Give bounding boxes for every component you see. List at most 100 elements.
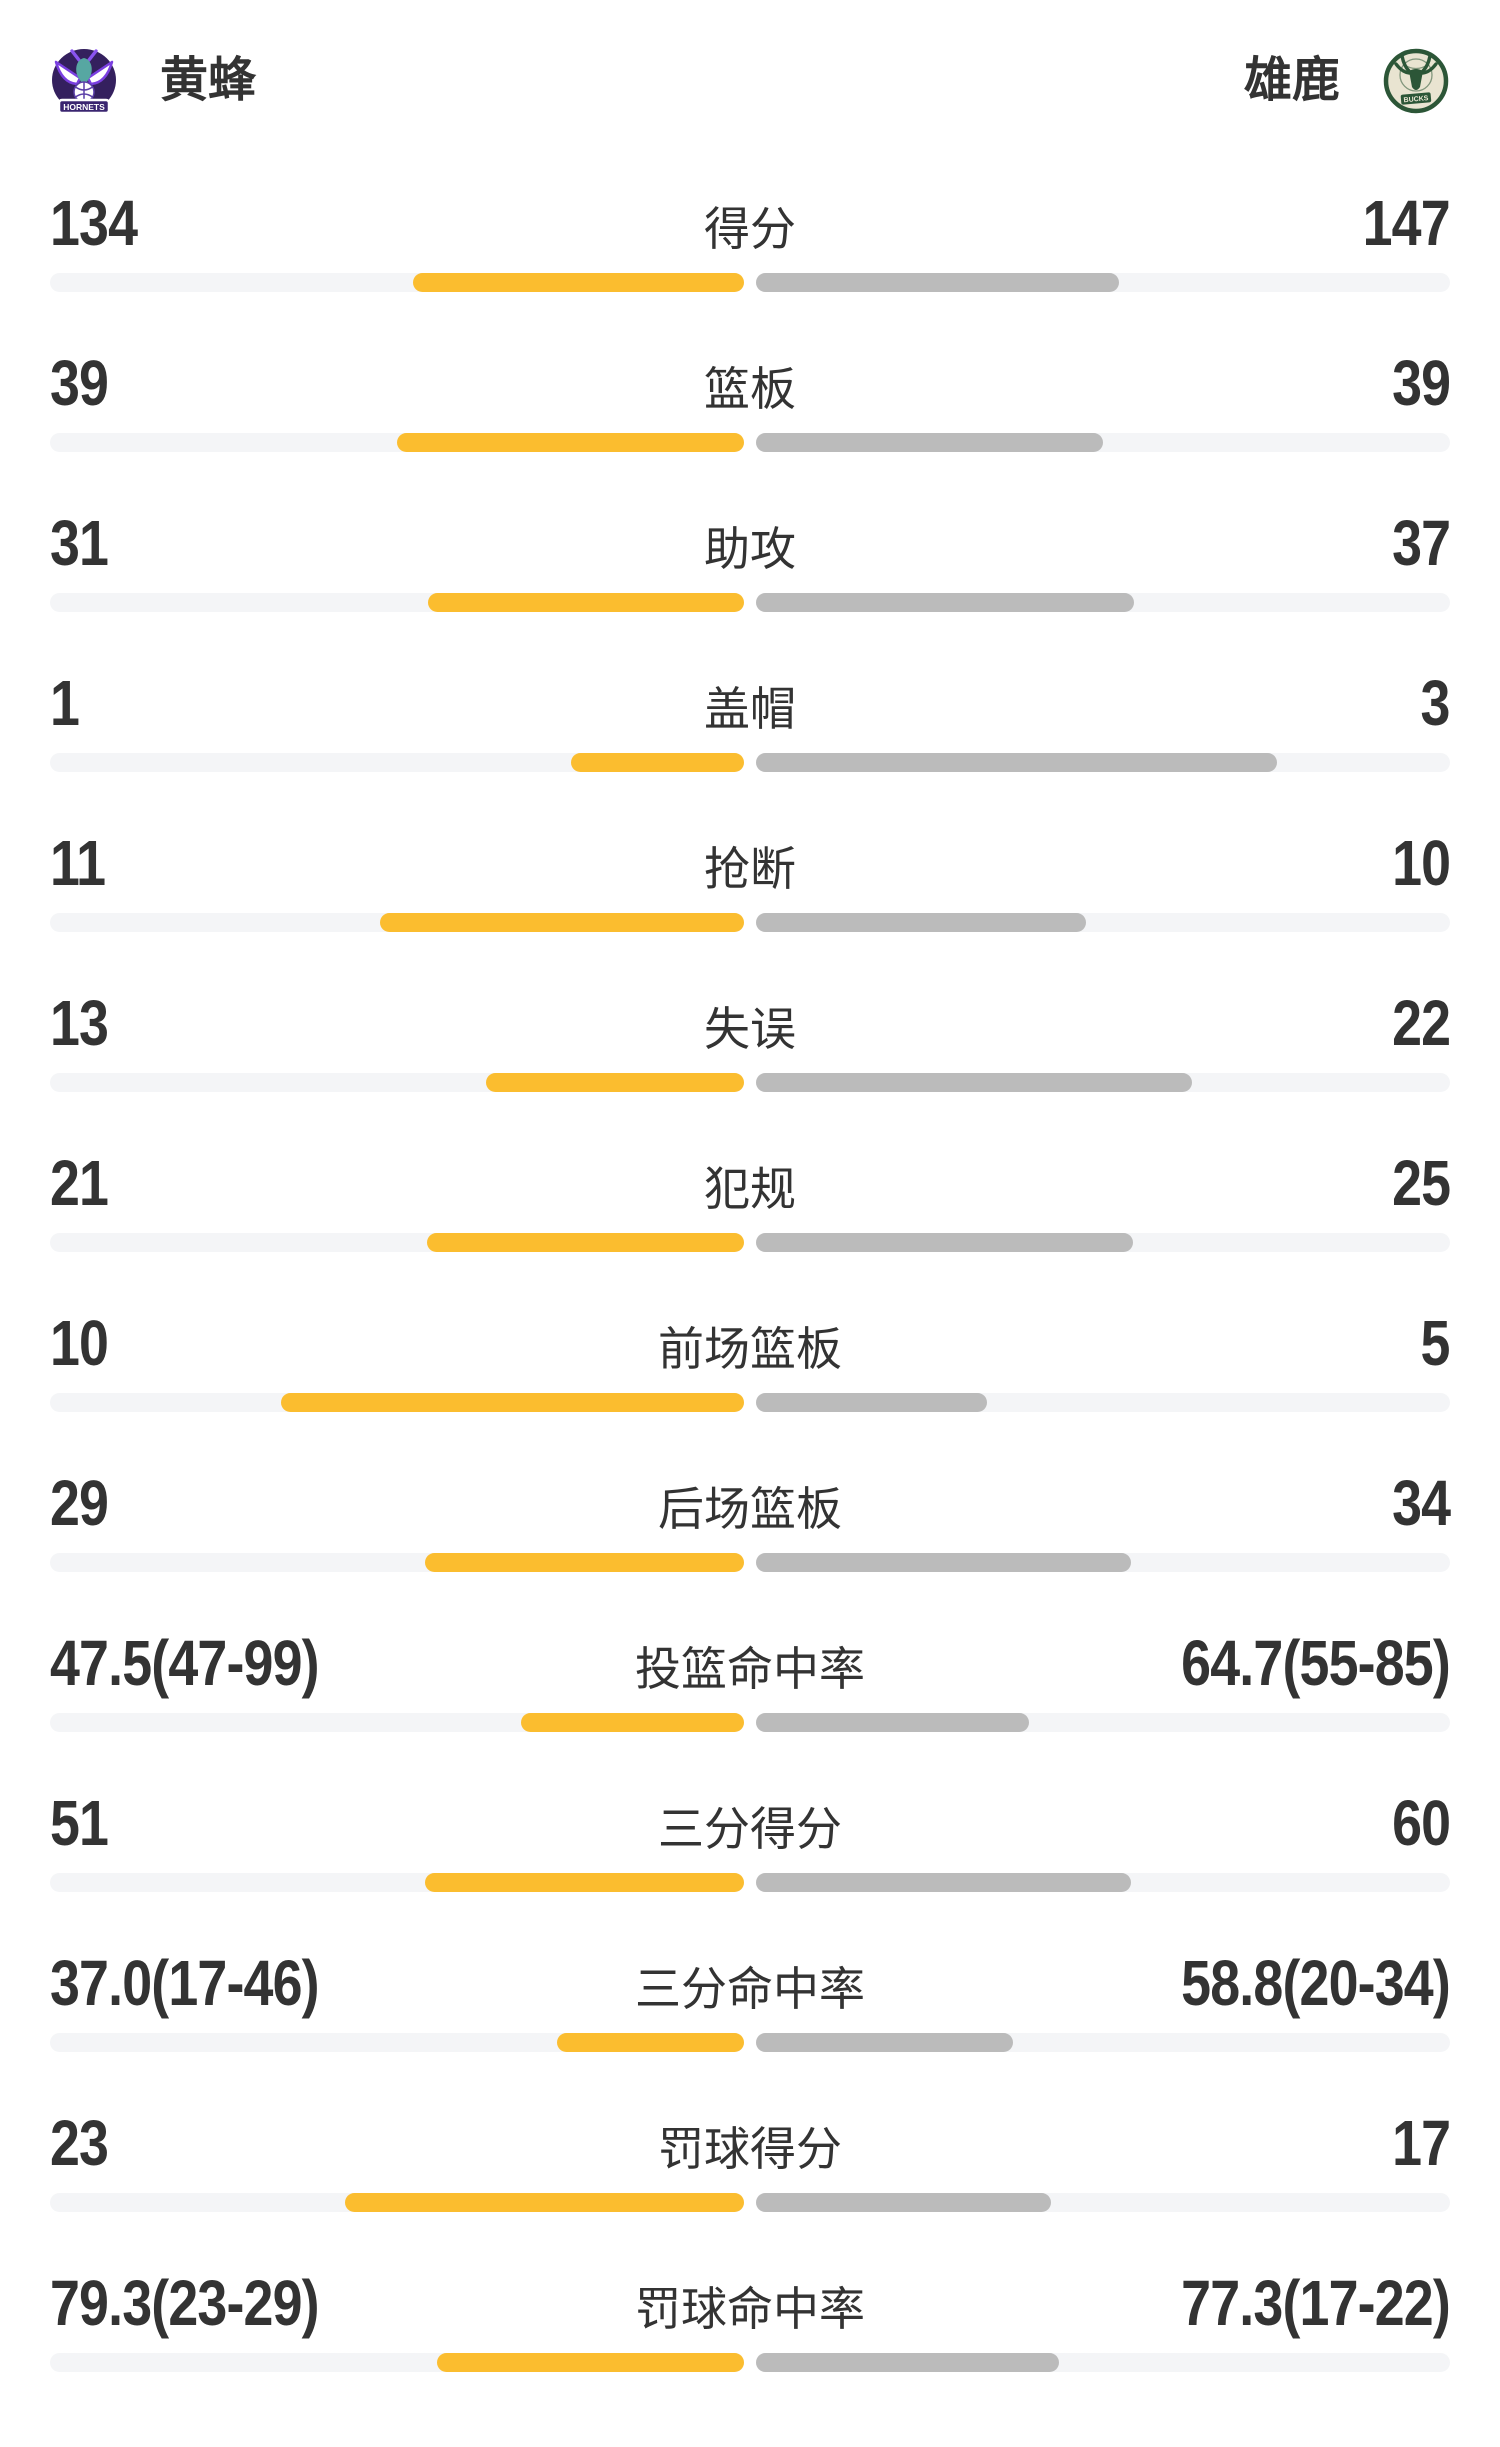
team-left-header[interactable]: HORNETS 黄蜂 [50, 47, 256, 115]
stat-bar-right-track [756, 913, 1450, 932]
stat-bar-left-track [50, 753, 744, 772]
stat-value-right: 39 [1391, 347, 1451, 419]
stat-value-right: 37 [1391, 507, 1451, 579]
stat-bar-right-fill [756, 2353, 1059, 2372]
stat-values-line: 10 前场篮板 5 [50, 1307, 1451, 1379]
stat-bar-right-fill [756, 273, 1120, 292]
stat-row: 134 得分 147 [50, 115, 1451, 292]
stat-values-line: 1 盖帽 3 [50, 667, 1451, 739]
stat-bar-right-fill [756, 753, 1277, 772]
stat-bar-left-fill [486, 1073, 744, 1092]
stat-bar-right-fill [756, 1393, 988, 1412]
stat-bar-left-track [50, 1873, 744, 1892]
stat-bar-right-track [756, 1553, 1450, 1572]
stat-row: 39 篮板 39 [50, 275, 1451, 452]
stat-values-line: 29 后场篮板 34 [50, 1471, 1451, 1535]
stat-bar [50, 2033, 1450, 2052]
stat-bar-left-track [50, 593, 744, 612]
stat-bar-right-track [756, 753, 1450, 772]
stat-value-left: 11 [50, 827, 106, 899]
hornets-logo-icon: HORNETS [52, 49, 116, 115]
stat-values-line: 134 得分 147 [50, 187, 1451, 259]
stat-label: 后场篮板 [658, 1483, 842, 1535]
stat-bar-left-fill [520, 1713, 744, 1732]
stat-values-line: 21 犯规 25 [50, 1147, 1451, 1219]
stat-bar-left-fill [413, 273, 744, 292]
stat-bar-left-fill [344, 2193, 744, 2212]
stat-value-left: 31 [50, 507, 109, 579]
stat-value-left: 134 [50, 187, 138, 259]
stat-row: 47.5(47-99) 投篮命中率 64.7(55-85) [50, 1555, 1451, 1732]
stat-label: 得分 [704, 203, 796, 255]
stat-bar-right-fill [756, 1553, 1131, 1572]
stat-values-line: 51 三分得分 60 [50, 1787, 1451, 1859]
stat-label: 投篮命中率 [635, 1643, 865, 1695]
stat-values-line: 23 罚球得分 17 [50, 2107, 1451, 2179]
stat-bar-left-fill [380, 913, 744, 932]
stat-value-right: 22 [1391, 987, 1451, 1059]
stat-bar-left-track [50, 2353, 744, 2372]
stat-bar [50, 1233, 1450, 1252]
team-right-name: 雄鹿 [1243, 54, 1340, 107]
stat-bar [50, 753, 1450, 772]
stat-bar-left-track [50, 2193, 744, 2212]
stat-value-right: 5 [1420, 1307, 1451, 1379]
stat-bar-left-track [50, 1553, 744, 1572]
stat-bar-left-track [50, 273, 744, 292]
stat-values-line: 11 抢断 10 [50, 827, 1451, 899]
stat-label: 助攻 [704, 523, 796, 575]
stat-label: 盖帽 [704, 683, 796, 735]
stat-value-left: 79.3(23-29) [50, 2267, 320, 2339]
stat-bar [50, 1873, 1450, 1892]
stat-row: 37.0(17-46) 三分命中率 58.8(20-34) [50, 1875, 1451, 2052]
stat-bar-left-track [50, 913, 744, 932]
stat-bar-left-fill [281, 1393, 744, 1412]
stat-value-right: 10 [1391, 827, 1451, 899]
stat-bar-left-track [50, 2033, 744, 2052]
stat-bar-right-track [756, 1393, 1450, 1412]
stat-bar-left-fill [427, 1233, 744, 1252]
stat-bar [50, 1393, 1450, 1412]
stat-values-line: 37.0(17-46) 三分命中率 58.8(20-34) [50, 1951, 1451, 2015]
stat-bar-left-track [50, 1073, 744, 1092]
stat-values-line: 39 篮板 39 [50, 347, 1451, 419]
stat-row: 79.3(23-29) 罚球命中率 77.3(17-22) [50, 2195, 1451, 2372]
stat-bar-right-track [756, 1713, 1450, 1732]
stat-label: 前场篮板 [658, 1323, 842, 1375]
hornets-logo-text: HORNETS [63, 102, 105, 112]
stat-value-right: 25 [1391, 1147, 1451, 1219]
stat-bar [50, 2193, 1450, 2212]
stat-value-right: 147 [1362, 187, 1451, 259]
stat-value-left: 13 [50, 987, 109, 1059]
stat-bar-right-fill [756, 2033, 1013, 2052]
stat-bar-right-track [756, 2033, 1450, 2052]
stat-row: 10 前场篮板 5 [50, 1235, 1451, 1412]
stat-bar-left-track [50, 1233, 744, 1252]
stat-label: 三分命中率 [635, 1963, 865, 2015]
stat-value-right: 60 [1391, 1787, 1451, 1859]
stat-bar [50, 2353, 1450, 2372]
stat-bar [50, 273, 1450, 292]
team-right-header[interactable]: 雄鹿 BUCKS [1244, 47, 1450, 115]
stat-label: 犯规 [704, 1163, 796, 1215]
stat-bar-left-track [50, 1713, 744, 1732]
stat-values-line: 47.5(47-99) 投篮命中率 64.7(55-85) [50, 1631, 1451, 1695]
stat-value-left: 1 [50, 667, 80, 739]
stat-row: 11 抢断 10 [50, 755, 1451, 932]
stat-bar-right-fill [756, 1713, 1029, 1732]
stats-list: 134 得分 147 39 篮板 39 [50, 115, 1451, 2372]
stat-bar [50, 433, 1450, 452]
stat-label: 篮板 [704, 363, 796, 415]
stat-row: 1 盖帽 3 [50, 595, 1451, 772]
stat-bar-right-fill [756, 913, 1087, 932]
stat-bar-right-fill [756, 1073, 1193, 1092]
stat-bar-left-fill [570, 753, 744, 772]
stat-value-left: 23 [50, 2107, 109, 2179]
stat-bar-right-track [756, 2353, 1450, 2372]
bucks-logo-text: BUCKS [1403, 95, 1429, 104]
stat-row: 31 助攻 37 [50, 435, 1451, 612]
stat-label: 抢断 [704, 843, 796, 895]
stat-value-left: 10 [50, 1307, 109, 1379]
stat-label: 罚球命中率 [635, 2283, 865, 2335]
stat-label: 失误 [704, 1003, 796, 1055]
